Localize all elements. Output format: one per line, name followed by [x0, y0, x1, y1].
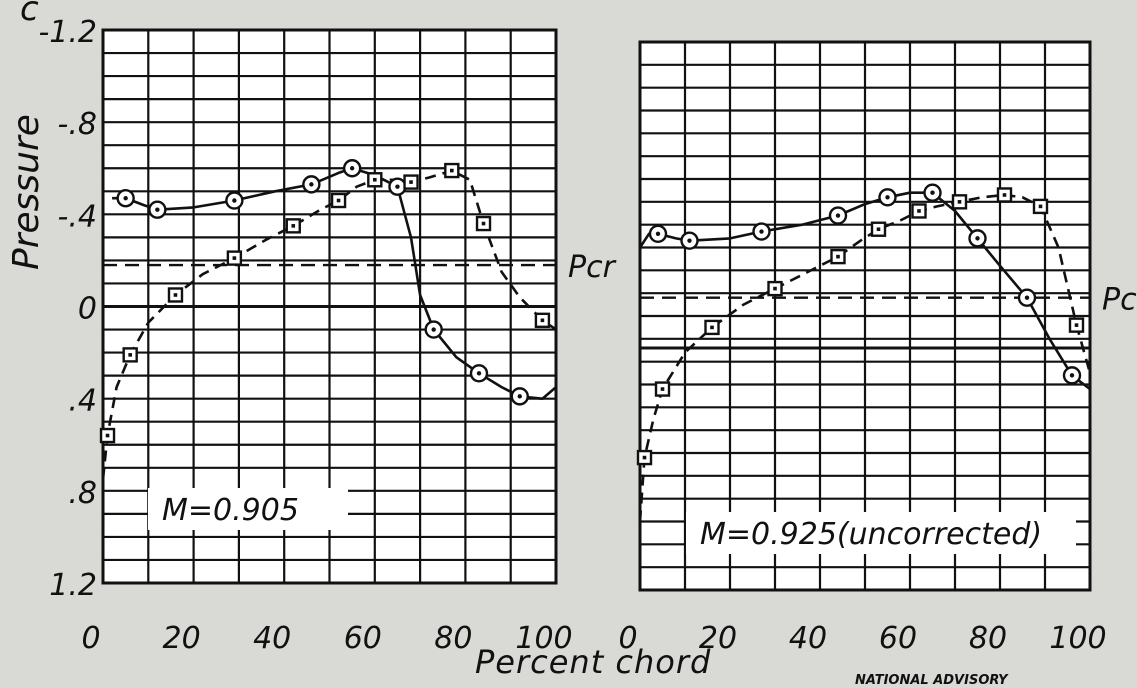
y-axis-label: Pressure: [6, 114, 47, 270]
cropped-corner-glyph: c: [20, 0, 39, 29]
y-tick-label: -.8: [58, 107, 97, 142]
x-tick-label: 40: [253, 621, 291, 656]
series-markers: [99, 159, 551, 444]
data-point-circle: [968, 229, 987, 248]
data-point-circle: [510, 387, 529, 406]
mach-label-background: [686, 512, 1076, 554]
data-point-square: [654, 381, 671, 397]
data-point-square: [367, 172, 383, 188]
data-point-square: [99, 427, 116, 444]
data-point-square: [285, 218, 301, 234]
footer-note: NATIONAL ADVISORY: [855, 673, 1009, 688]
y-tick-label: -1.2: [38, 15, 97, 50]
data-point-circle: [148, 200, 167, 219]
data-point-square: [830, 248, 846, 265]
y-tick-label: 0: [78, 292, 97, 327]
critical-pressure-label: Pcr: [1102, 283, 1137, 318]
data-point-square: [1032, 198, 1049, 215]
data-point-square: [122, 347, 138, 363]
chart-right: Pcr 0 20 40 60 80 100 M=0.925(uncorrected): [618, 40, 1137, 656]
x-tick-label: 60: [879, 621, 917, 656]
data-point-circle: [342, 159, 362, 178]
data-point-square: [330, 192, 347, 209]
data-point-square: [167, 287, 184, 303]
data-point-square: [534, 312, 551, 329]
data-point-circle: [828, 206, 848, 225]
x-tick-label: 0: [81, 621, 100, 656]
data-point-circle: [225, 191, 244, 210]
x-tick-label: 20: [699, 621, 737, 656]
y-tick-label: .8: [68, 476, 97, 511]
data-point-circle: [302, 175, 321, 194]
data-point-circle: [1017, 288, 1037, 307]
x-axis-label: Percent chord: [475, 643, 711, 681]
data-point-circle: [1062, 366, 1082, 385]
x-tick-label: 80: [434, 621, 472, 656]
data-point-circle: [116, 189, 135, 208]
data-point-square: [951, 194, 968, 210]
x-tick-label: 40: [789, 621, 827, 656]
data-point-square: [226, 250, 243, 266]
series-markers: [636, 183, 1085, 466]
tick-labels: 0 20 40 60 80 100 -1.2 -.8 -.4 0 .4 .8 1.2: [38, 15, 572, 656]
reference-lines: Pcr: [640, 283, 1137, 350]
series-line-square: [101, 169, 557, 480]
data-point-square: [1068, 317, 1085, 333]
x-tick-label: 80: [969, 621, 1007, 656]
x-tick-label: 0: [618, 621, 637, 656]
data-point-square: [911, 203, 927, 219]
series-line-square: [638, 193, 1092, 522]
mach-number-annotation: M=0.925(uncorrected): [700, 517, 1042, 552]
data-point-circle: [424, 320, 443, 339]
critical-pressure-label: Pcr: [568, 250, 617, 285]
data-point-circle: [752, 222, 771, 241]
data-point-circle: [388, 177, 407, 196]
x-tick-label: 20: [163, 621, 201, 656]
data-point-square: [444, 162, 460, 179]
tick-labels: 0 20 40 60 80 100: [618, 621, 1106, 656]
data-point-square: [403, 174, 419, 190]
annotations: M=0.925(uncorrected): [686, 512, 1076, 554]
mach-number-annotation: M=0.905: [162, 493, 299, 528]
data-point-square: [704, 319, 720, 336]
data-point-circle: [648, 224, 668, 244]
data-point-circle: [923, 183, 942, 202]
reference-lines: Pcr: [103, 250, 617, 308]
data-point-circle: [680, 231, 699, 250]
chart-left: Pcr 0 20 40 60 80 100 -1.2 -.8 -.4 0 .4 .8 1.2 M=0.9…: [38, 15, 616, 656]
mach-label-background: [148, 488, 348, 530]
y-tick-label: .4: [68, 384, 97, 419]
y-tick-label: -.4: [58, 199, 97, 234]
annotations: M=0.905: [148, 488, 348, 530]
data-point-square: [767, 280, 783, 297]
data-point-square: [996, 187, 1013, 203]
data-point-square: [636, 449, 653, 466]
data-point-square: [475, 215, 492, 232]
data-point-circle: [878, 188, 897, 207]
x-tick-label: 60: [344, 621, 382, 656]
x-tick-label: 100: [1049, 621, 1106, 656]
data-point-square: [870, 221, 887, 237]
y-tick-label: 1.2: [49, 568, 97, 603]
x-tick-label: 100: [515, 621, 572, 656]
data-point-circle: [469, 364, 489, 383]
